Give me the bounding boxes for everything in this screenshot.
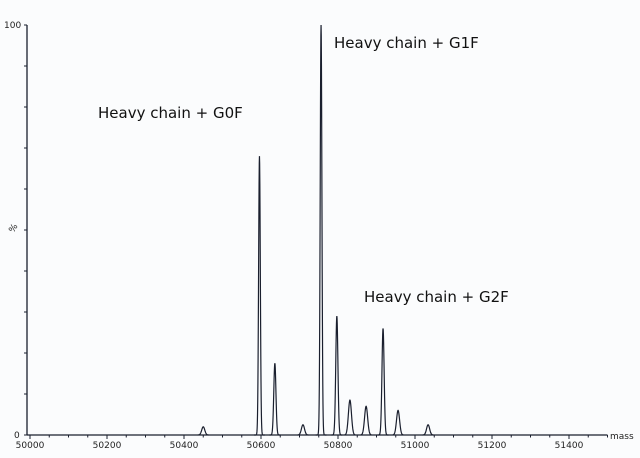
x-tick-label: 51400	[555, 441, 584, 451]
x-tick-label: 50600	[247, 441, 276, 451]
x-tick-label: 50000	[16, 441, 45, 451]
peak-50797	[331, 316, 343, 436]
x-tick-labels: 50000 50200 50400 50600 50800 51000 51200 51400	[16, 441, 584, 451]
x-tick-label: 51200	[478, 441, 507, 451]
peaks	[197, 24, 434, 436]
annotation-g0f: Heavy chain + G0F	[98, 104, 243, 122]
axes	[24, 24, 608, 439]
x-tick-label: 51000	[401, 441, 430, 451]
x-axis-label: mass	[610, 432, 634, 442]
annotation-g1f: Heavy chain + G1F	[334, 34, 479, 52]
annotation-g2f: Heavy chain + G2F	[364, 288, 509, 306]
peak-50709	[297, 424, 309, 436]
peak-50596	[254, 156, 265, 436]
peak-50917	[377, 328, 389, 436]
peak-50831	[344, 399, 356, 436]
y-axis-label: %	[8, 222, 21, 235]
peak-50873	[360, 405, 372, 436]
x-tick-label: 50800	[324, 441, 353, 451]
y-tick-label-0: 0	[14, 431, 20, 441]
peak-51034	[422, 424, 434, 436]
peak-50756	[315, 24, 327, 436]
y-tick-label-100: 100	[4, 21, 21, 31]
peak-50450	[197, 426, 209, 436]
peak-50636	[269, 363, 281, 436]
peak-50956	[392, 409, 404, 436]
x-tick-label: 50400	[170, 441, 199, 451]
x-tick-label: 50200	[93, 441, 122, 451]
